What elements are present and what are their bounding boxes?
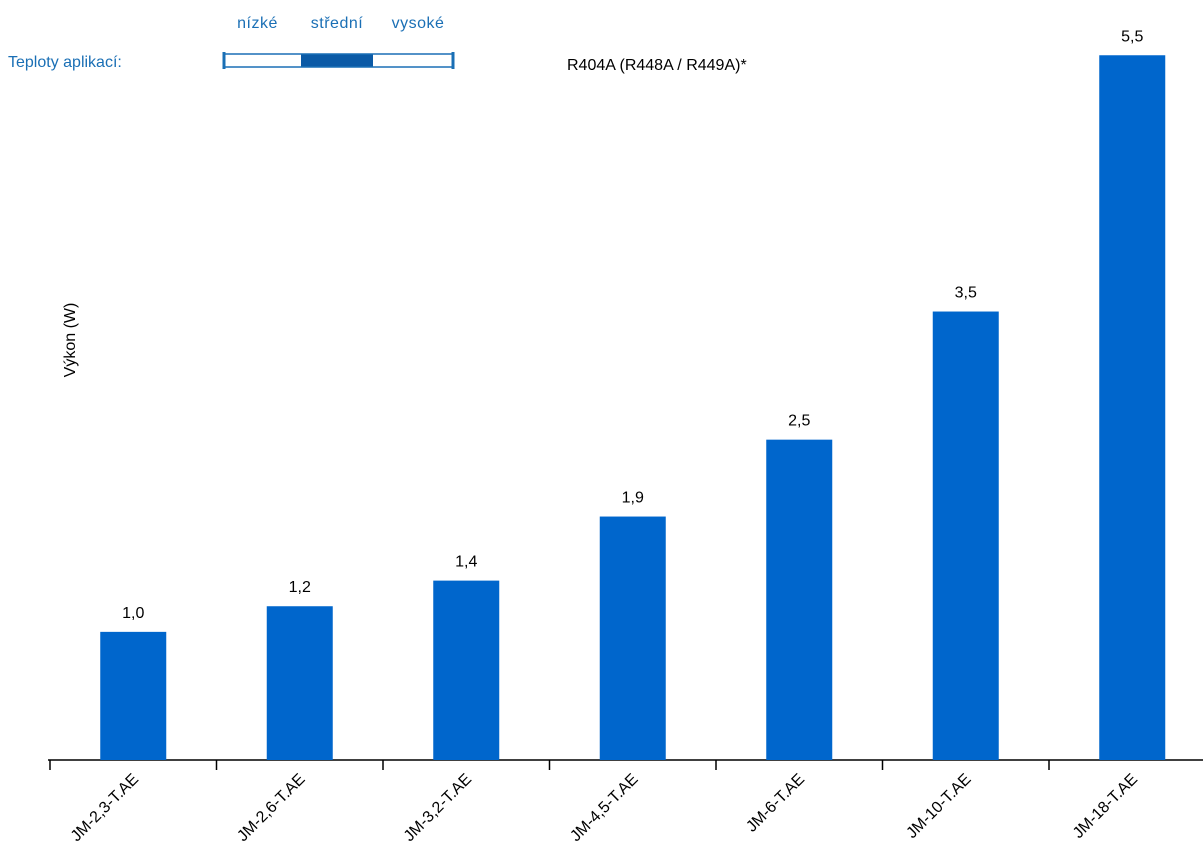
value-label: 3,5 xyxy=(955,285,977,302)
value-label: 1,0 xyxy=(122,605,144,622)
x-tick-label: JM-3,2-T.AE xyxy=(401,771,475,845)
legend-level: vysoké xyxy=(392,15,445,32)
legend-level: střední xyxy=(311,15,363,32)
x-tick-label: JM-10-T.AE xyxy=(903,771,974,842)
value-label: 1,2 xyxy=(289,579,311,596)
chart-subtitle: R404A (R448A / R449A)* xyxy=(567,57,747,74)
bar xyxy=(932,311,999,760)
value-label: 1,4 xyxy=(455,554,477,571)
bar xyxy=(1099,55,1166,761)
x-tick-label: JM-2,3-T.AE xyxy=(68,771,142,845)
bar xyxy=(433,580,500,760)
value-label: 2,5 xyxy=(788,413,810,430)
legend-level: nízké xyxy=(237,15,278,32)
value-label: 1,9 xyxy=(622,490,644,507)
bar xyxy=(766,439,833,760)
value-label: 5,5 xyxy=(1121,28,1143,45)
bar xyxy=(599,516,666,760)
x-tick-label: JM-6-T.AE xyxy=(743,771,808,836)
x-tick-label: JM-4,5-T.AE xyxy=(567,771,641,845)
y-axis-label: Výkon (W) xyxy=(62,303,79,378)
legend-active xyxy=(301,54,373,67)
x-tick-label: JM-18-T.AE xyxy=(1070,771,1141,842)
bar xyxy=(266,606,333,760)
bar xyxy=(100,631,167,760)
legend-title: Teploty aplikací: xyxy=(8,54,122,71)
x-tick-label: JM-2,6-T.AE xyxy=(234,771,308,845)
